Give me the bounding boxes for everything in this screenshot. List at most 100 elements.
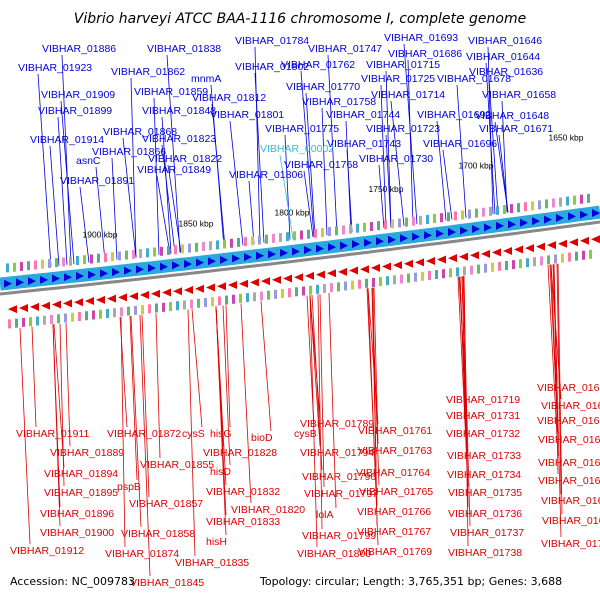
forward-gene-arrow <box>568 212 576 221</box>
cog-category-bar <box>300 230 303 240</box>
cog-category-bar <box>132 249 135 259</box>
reverse-gene-label: VIBHAR_01736 <box>448 508 522 520</box>
cog-category-bar <box>575 251 578 261</box>
cog-category-bar <box>43 315 46 325</box>
reverse-leader-line <box>556 263 562 495</box>
forward-gene-arrow <box>376 237 384 246</box>
cog-category-bar <box>232 294 235 304</box>
reverse-gene-label: VIBHAR_01895 <box>44 487 118 499</box>
forward-gene-label: VIBHAR_01744 <box>326 109 400 121</box>
reverse-gene-label: hisH <box>206 536 227 548</box>
forward-gene-label: VIBHAR_01862 <box>111 66 185 78</box>
forward-gene-label: VIBHAR_01812 <box>192 92 266 104</box>
cog-category-bar <box>482 207 485 217</box>
cog-category-bar <box>519 259 522 269</box>
cog-category-bar <box>391 219 394 229</box>
reverse-gene-label: VIBHAR_01820 <box>231 504 305 516</box>
cog-category-bar <box>267 290 270 300</box>
label-leader-lines <box>19 43 563 577</box>
reverse-gene-arrow <box>63 299 72 308</box>
forward-gene-label: VIBHAR_01909 <box>41 89 115 101</box>
forward-gene-arrow <box>256 251 264 260</box>
forward-gene-label: VIBHAR_01743 <box>327 138 401 150</box>
reverse-gene-arrow <box>393 261 402 270</box>
reverse-gene-arrow <box>591 235 600 244</box>
cog-category-bar <box>293 231 296 241</box>
cog-category-bar <box>358 279 361 289</box>
forward-leader-line <box>488 77 499 214</box>
cog-category-bar <box>20 261 23 271</box>
reverse-leader-line <box>141 314 150 498</box>
cog-category-bar <box>244 237 247 247</box>
cog-category-bar <box>393 275 396 285</box>
reverse-gene-label: VIBHAR_01765 <box>359 486 433 498</box>
forward-gene-label: VIBHAR_01758 <box>302 96 376 108</box>
cog-category-bar <box>13 262 16 272</box>
cog-category-bar <box>251 236 254 246</box>
forward-leader-line <box>498 134 509 213</box>
cog-category-bar <box>323 284 326 293</box>
reverse-gene-label: VIBHAR_01794 <box>300 447 374 459</box>
cog-category-bar <box>281 289 284 298</box>
forward-gene-arrow <box>592 209 600 218</box>
cog-category-bar <box>470 265 473 275</box>
cog-category-bar <box>71 312 74 322</box>
reverse-gene-label: VIBHAR_01735 <box>448 487 522 499</box>
reverse-gene-label: VIBHAR_01694 <box>541 495 600 507</box>
forward-leader-line <box>248 180 255 244</box>
cog-category-bar <box>489 206 492 216</box>
cog-category-bar <box>582 250 585 260</box>
reverse-gene-arrow <box>536 242 545 251</box>
forward-gene-arrow <box>484 223 492 232</box>
cog-category-bar <box>174 245 177 255</box>
forward-gene-arrow <box>316 244 324 253</box>
reverse-leader-line <box>328 292 337 509</box>
cog-category-bar <box>400 274 403 284</box>
reverse-gene-label: VIBHAR_01699 <box>542 515 600 527</box>
forward-gene-label: VIBHAR_01822 <box>148 153 222 165</box>
forward-leader-line <box>456 84 467 218</box>
forward-gene-arrow <box>544 215 552 224</box>
cog-category-bar <box>265 234 268 244</box>
cog-category-bar <box>309 285 312 295</box>
reverse-gene-label: VIBHAR_01894 <box>44 468 118 480</box>
cog-category-bar <box>330 283 333 293</box>
reverse-gene-arrow <box>415 258 424 267</box>
reverse-leader-line <box>129 316 138 481</box>
cog-category-bar <box>386 276 389 286</box>
reverse-gene-label: VIBHAR_01858 <box>121 528 195 540</box>
forward-gene-arrow <box>508 220 516 229</box>
cog-category-bar <box>286 232 289 242</box>
cog-category-bar <box>8 319 11 329</box>
cog-category-bar <box>90 254 93 264</box>
cog-category-bar <box>477 264 480 274</box>
cog-category-bar <box>295 287 298 297</box>
forward-gene-label: VIBHAR_01762 <box>281 59 355 71</box>
reverse-leader-line <box>463 276 469 547</box>
forward-gene-arrow <box>556 213 564 222</box>
cog-category-bar <box>547 255 550 265</box>
reverse-gene-label: cysB <box>294 428 317 440</box>
cog-category-bar <box>83 255 86 265</box>
cog-category-bar <box>372 278 375 287</box>
forward-gene-label: VIBHAR_01671 <box>479 123 553 135</box>
forward-gene-label: VIBHAR_01770 <box>286 81 360 93</box>
cog-category-bar <box>155 303 158 313</box>
forward-leader-line <box>167 164 182 253</box>
reverse-gene-arrow <box>195 284 204 293</box>
forward-gene-arrow <box>388 235 396 244</box>
forward-leader-line <box>385 70 392 228</box>
reverse-gene-label: VIBHAR_01761 <box>358 425 432 437</box>
reverse-gene-arrow <box>184 286 193 295</box>
forward-gene-label: VIBHAR_01644 <box>466 51 540 63</box>
forward-leader-line <box>211 103 226 248</box>
cog-category-bar <box>475 208 478 218</box>
forward-gene-label: VIBHAR_01696 <box>423 138 497 150</box>
cog-category-bar <box>580 194 583 204</box>
reverse-gene-arrow <box>261 277 270 286</box>
cog-category-bar <box>526 258 529 268</box>
cog-category-bar <box>57 314 60 324</box>
cog-category-bar <box>272 233 275 243</box>
reverse-gene-arrow <box>272 275 281 284</box>
